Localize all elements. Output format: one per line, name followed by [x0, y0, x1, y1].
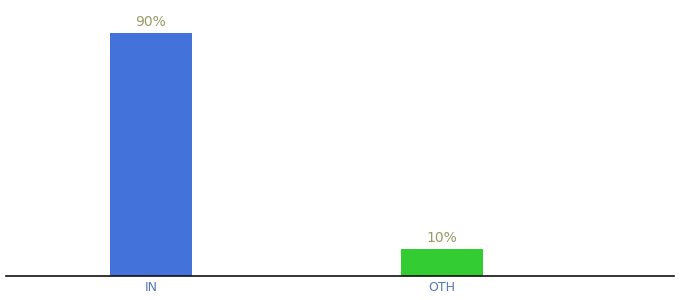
Bar [110, 33, 192, 276]
Text: 90%: 90% [135, 14, 167, 28]
Bar [401, 249, 483, 276]
Text: 10%: 10% [426, 231, 457, 245]
